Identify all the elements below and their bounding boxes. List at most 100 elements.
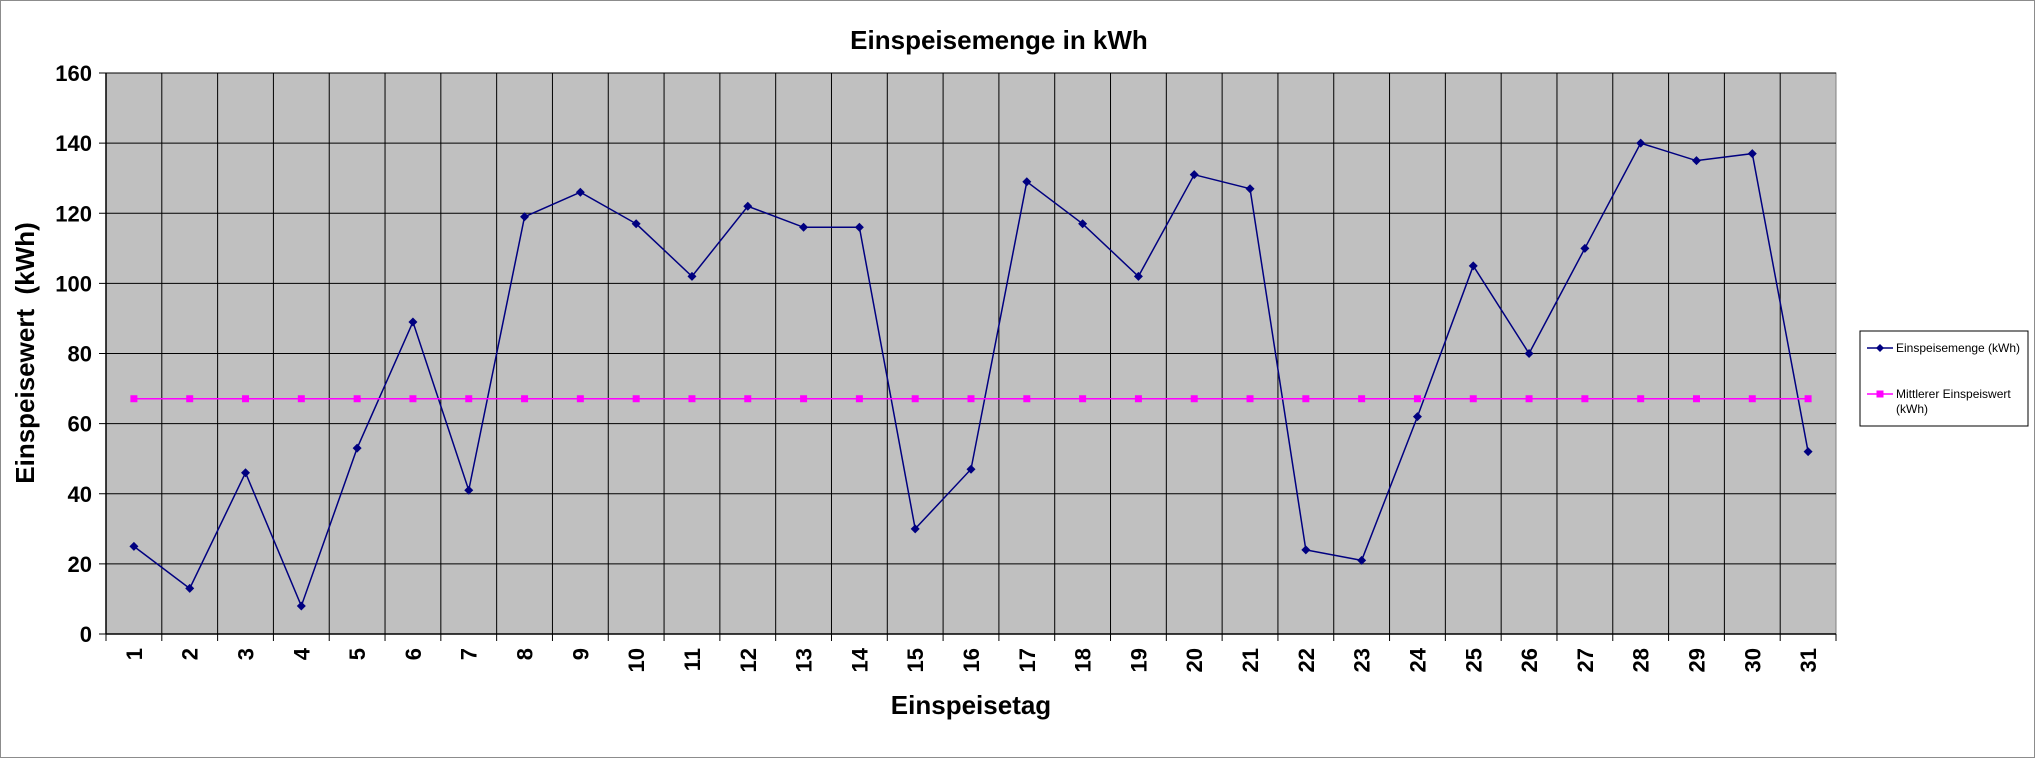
data-point-mittlerer <box>1190 395 1198 403</box>
x-tick-label: 3 <box>234 648 259 660</box>
x-tick-label: 25 <box>1461 648 1486 672</box>
x-tick-label: 26 <box>1517 648 1542 672</box>
legend-label-mittlerer: Mittlerer Einspeiswert (kWh) <box>1896 387 2014 416</box>
data-point-mittlerer <box>465 395 473 403</box>
legend-marker-mittlerer <box>1876 390 1884 398</box>
legend-label-einspeisemenge: Einspeisemenge (kWh) <box>1896 341 2020 355</box>
x-tick-label: 6 <box>401 648 426 660</box>
data-point-einspeisemenge <box>1747 149 1757 159</box>
legend-label-mittlerer-line2: (kWh) <box>1896 402 1928 416</box>
data-point-einspeisemenge <box>1803 447 1813 457</box>
x-tick-label: 29 <box>1684 648 1709 672</box>
data-point-mittlerer <box>1134 395 1142 403</box>
x-tick-label: 20 <box>1182 648 1207 672</box>
data-point-mittlerer <box>800 395 808 403</box>
x-tick-label: 14 <box>847 647 872 672</box>
data-point-einspeisemenge <box>185 583 195 593</box>
data-point-mittlerer <box>409 395 417 403</box>
x-tick-label: 23 <box>1350 648 1375 672</box>
data-point-einspeisemenge <box>743 201 753 211</box>
x-tick-label: 27 <box>1573 648 1598 672</box>
data-point-einspeisemenge <box>408 317 418 327</box>
data-point-mittlerer <box>1581 395 1589 403</box>
x-tick-label: 4 <box>289 647 314 660</box>
data-point-einspeisemenge <box>1636 138 1646 148</box>
data-point-einspeisemenge <box>631 219 641 229</box>
data-point-mittlerer <box>967 395 975 403</box>
data-point-mittlerer <box>911 395 919 403</box>
data-point-einspeisemenge <box>1133 271 1143 281</box>
data-point-einspeisemenge <box>1468 261 1478 271</box>
y-tick-label: 60 <box>68 412 92 437</box>
x-tick-label: 15 <box>903 648 928 672</box>
data-point-mittlerer <box>1023 395 1031 403</box>
data-point-mittlerer <box>1079 395 1087 403</box>
data-point-einspeisemenge <box>966 464 976 474</box>
y-axis-title: Einspeisewert (kWh) <box>10 222 40 484</box>
x-axis-title: Einspeisetag <box>891 690 1051 720</box>
data-point-einspeisemenge <box>687 271 697 281</box>
y-tick-label: 160 <box>55 61 92 86</box>
x-tick-label: 24 <box>1405 647 1430 672</box>
data-point-mittlerer <box>521 395 529 403</box>
legend-marker-einspeisemenge <box>1876 344 1884 352</box>
data-point-einspeisemenge <box>799 222 809 232</box>
y-tick-label: 40 <box>68 482 92 507</box>
y-tick-label: 100 <box>55 271 92 296</box>
y-tick-label: 80 <box>68 342 92 367</box>
x-tick-label: 5 <box>345 648 370 660</box>
data-point-einspeisemenge <box>241 468 251 478</box>
data-point-einspeisemenge <box>520 212 530 222</box>
data-point-einspeisemenge <box>1580 243 1590 253</box>
x-tick-label: 31 <box>1796 648 1821 672</box>
x-tick-label: 7 <box>457 648 482 660</box>
data-point-mittlerer <box>130 395 138 403</box>
data-point-mittlerer <box>1413 395 1421 403</box>
data-point-mittlerer <box>353 395 361 403</box>
x-tick-label: 17 <box>1015 648 1040 672</box>
x-tick-label: 19 <box>1126 648 1151 672</box>
x-tick-label: 2 <box>178 648 203 660</box>
data-point-einspeisemenge <box>575 187 585 197</box>
data-point-mittlerer <box>744 395 752 403</box>
data-point-einspeisemenge <box>1524 349 1534 358</box>
data-point-einspeisemenge <box>1301 545 1311 555</box>
y-tick-label: 120 <box>55 201 92 226</box>
data-point-mittlerer <box>1246 395 1254 403</box>
data-point-mittlerer <box>1692 395 1700 403</box>
data-point-einspeisemenge <box>129 541 139 551</box>
x-tick-labels: 1 2 3 4 5 6 7 8 9 10 11 12 13 14 15 16 17 18 19 20 21 22 23 24 2… <box>122 647 1821 672</box>
legend-label-mittlerer-line1: Mittlerer Einspeiswert <box>1896 387 2011 401</box>
x-tick-label: 30 <box>1740 648 1765 672</box>
y-tick-label: 140 <box>55 131 92 156</box>
data-point-mittlerer <box>1302 395 1310 403</box>
data-point-einspeisemenge <box>1189 170 1199 180</box>
x-tick-label: 28 <box>1629 648 1654 672</box>
x-tick-label: 8 <box>513 648 538 660</box>
data-point-mittlerer <box>576 395 584 403</box>
data-point-einspeisemenge <box>1691 156 1701 166</box>
x-tick-label: 21 <box>1238 648 1263 672</box>
data-point-mittlerer <box>632 395 640 403</box>
data-point-mittlerer <box>186 395 194 403</box>
x-tick-label: 11 <box>680 648 705 671</box>
data-point-mittlerer <box>855 395 863 403</box>
series-markers <box>129 138 1813 611</box>
data-point-einspeisemenge <box>352 443 362 453</box>
legend-box <box>1859 330 2029 427</box>
data-point-mittlerer <box>1637 395 1645 403</box>
chart-title: Einspeisemenge in kWh <box>850 25 1148 55</box>
data-point-einspeisemenge <box>854 222 864 232</box>
x-tick-label: 16 <box>959 648 984 672</box>
data-point-mittlerer <box>1358 395 1366 403</box>
x-tick-label: 12 <box>736 648 761 672</box>
data-point-einspeisemenge <box>464 485 474 495</box>
data-point-einspeisemenge <box>1078 219 1088 229</box>
data-point-einspeisemenge <box>1412 412 1422 422</box>
x-tick-label: 13 <box>792 648 817 672</box>
x-tick-label: 1 <box>122 648 147 660</box>
data-point-einspeisemenge <box>296 601 306 611</box>
data-point-mittlerer <box>242 395 250 403</box>
axes <box>99 72 1837 641</box>
